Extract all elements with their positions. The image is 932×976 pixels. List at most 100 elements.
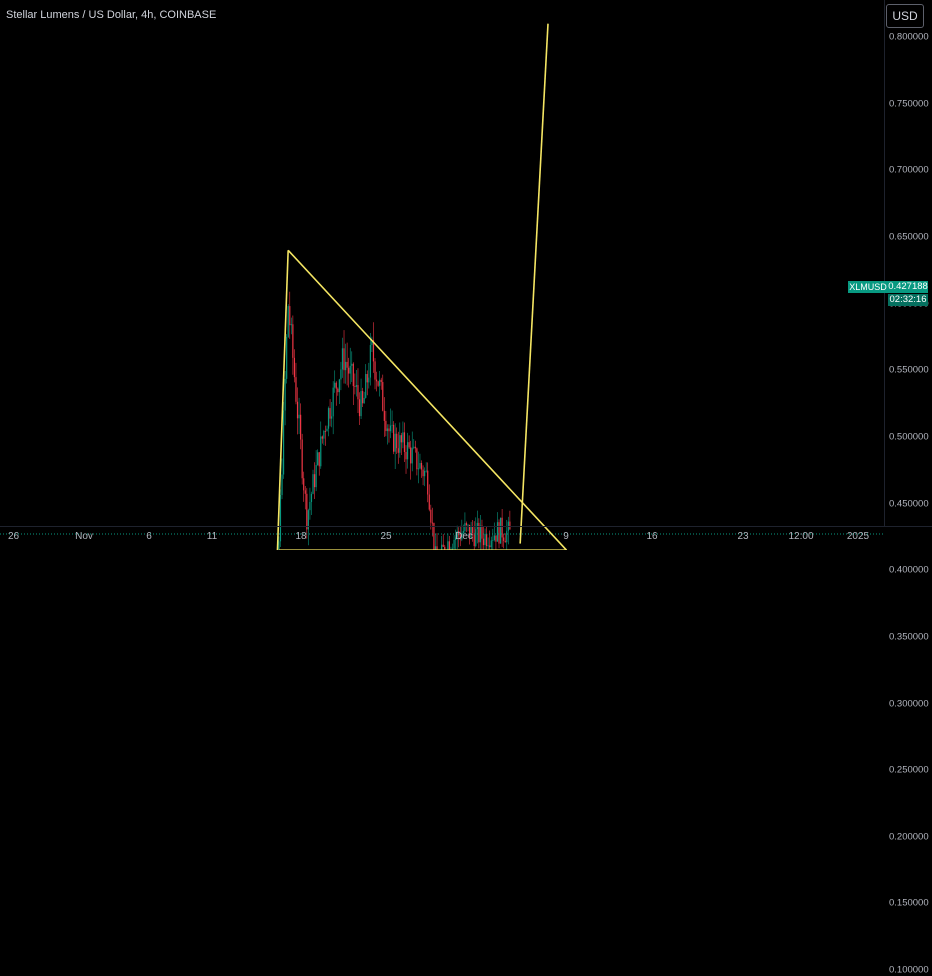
candle-body xyxy=(350,366,351,374)
candle-body xyxy=(506,531,507,542)
candle-body xyxy=(316,465,317,487)
candle-body xyxy=(348,368,349,374)
candle-body xyxy=(426,471,427,472)
candle-body xyxy=(292,324,293,358)
candle-body xyxy=(323,431,324,439)
price-tick-label: 0.700000 xyxy=(889,165,929,176)
candle-body xyxy=(288,306,289,337)
candle-body xyxy=(443,545,444,547)
candle-body xyxy=(409,442,410,447)
candle-body xyxy=(441,545,442,550)
candle-body xyxy=(379,380,380,386)
candle-body xyxy=(291,324,292,325)
candle-body xyxy=(393,425,394,452)
candle-body xyxy=(343,348,344,370)
time-tick-label: 9 xyxy=(563,531,569,542)
candle-body xyxy=(497,522,498,541)
candle-body xyxy=(285,379,286,411)
time-tick-label: 16 xyxy=(646,531,657,542)
candle-body xyxy=(334,383,335,388)
candle-body xyxy=(419,463,420,468)
candle-body xyxy=(449,541,450,550)
price-tick-label: 0.800000 xyxy=(889,32,929,43)
candle-body xyxy=(305,490,306,493)
candle-body xyxy=(391,425,392,426)
candle-body xyxy=(488,546,489,547)
price-tick-label: 0.100000 xyxy=(889,965,929,976)
candle-body xyxy=(416,448,417,469)
candle-body xyxy=(362,391,363,403)
candle-body xyxy=(396,434,397,448)
candle-body xyxy=(281,474,282,495)
candle-body xyxy=(410,447,411,463)
candle-body xyxy=(370,345,371,378)
candle-body xyxy=(300,415,301,440)
candle-body xyxy=(312,474,313,494)
candle-body xyxy=(356,385,357,387)
candle-body xyxy=(399,435,400,453)
candle-body xyxy=(486,534,487,546)
candle-body xyxy=(430,510,431,523)
candle-body xyxy=(415,447,416,449)
symbol-tag: XLMUSD xyxy=(848,281,888,293)
candle-body xyxy=(326,429,327,432)
candle-body xyxy=(478,523,479,542)
time-tick-label: 12:00 xyxy=(788,531,813,542)
candle-body xyxy=(412,448,413,464)
candle-body xyxy=(395,434,396,452)
candle-body xyxy=(404,432,405,452)
candle-body xyxy=(492,540,493,541)
price-tick-label: 0.400000 xyxy=(889,565,929,576)
candle-body xyxy=(401,435,402,442)
candle-body xyxy=(320,436,321,466)
candle-body xyxy=(354,386,355,387)
price-tick-label: 0.300000 xyxy=(889,698,929,709)
drawings-group xyxy=(270,24,567,550)
candle-body xyxy=(339,379,340,392)
candle-body xyxy=(298,415,299,419)
candle-body xyxy=(340,369,341,379)
candle-body xyxy=(347,362,348,368)
candle-body xyxy=(317,452,318,465)
candle-body xyxy=(364,398,365,403)
candle-body xyxy=(491,540,492,547)
candle-body xyxy=(388,428,389,431)
projection-line[interactable] xyxy=(520,24,548,544)
candle-body xyxy=(353,364,354,386)
candle-body xyxy=(407,442,408,459)
candle-body xyxy=(502,518,503,538)
candle-body xyxy=(294,358,295,377)
candle-body xyxy=(505,541,506,542)
candle-body xyxy=(351,364,352,366)
price-tick-label: 0.450000 xyxy=(889,498,929,509)
time-tick-label: 6 xyxy=(146,531,152,542)
time-tick-label: 2025 xyxy=(847,531,869,542)
price-tick-label: 0.650000 xyxy=(889,231,929,242)
candle-body xyxy=(322,436,323,438)
candle-body xyxy=(424,471,425,476)
price-tick-label: 0.550000 xyxy=(889,365,929,376)
time-tick-label: 26 xyxy=(8,531,19,542)
candle-body xyxy=(467,525,468,526)
candle-body xyxy=(302,439,303,478)
candle-body xyxy=(303,478,304,490)
candle-body xyxy=(345,362,346,370)
chart-plot-area[interactable] xyxy=(0,0,932,550)
candle-body xyxy=(314,474,315,487)
candle-body xyxy=(427,471,428,495)
candles-group xyxy=(260,292,511,550)
currency-button[interactable]: USD xyxy=(886,4,924,28)
candle-body xyxy=(402,432,403,442)
candle-body xyxy=(295,377,296,402)
candle-body xyxy=(509,522,510,530)
candle-body xyxy=(481,526,482,539)
candle-body xyxy=(500,518,501,544)
candle-body xyxy=(378,381,379,386)
candle-body xyxy=(357,385,358,399)
price-tick-label: 0.350000 xyxy=(889,631,929,642)
candle-body xyxy=(336,383,337,389)
candle-body xyxy=(489,546,490,548)
candle-body xyxy=(319,452,320,466)
candle-body xyxy=(390,426,391,432)
candle-body xyxy=(495,535,496,541)
